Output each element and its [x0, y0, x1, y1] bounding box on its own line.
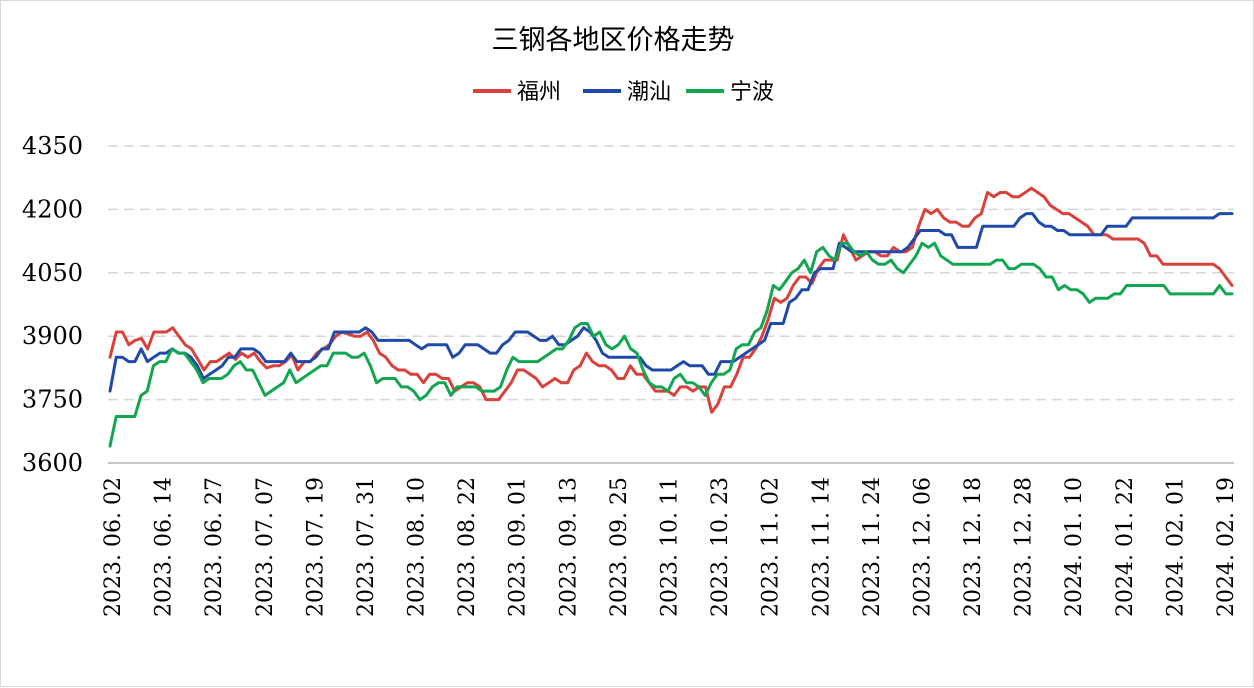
y-tick-label: 4050	[22, 259, 83, 287]
x-tick-label: 2023. 06. 02	[101, 477, 126, 617]
y-axis-ticks: 3600 3750 3900 4050 4200 4350	[22, 132, 83, 477]
chart-title: 三钢各地区价格走势	[492, 25, 735, 56]
x-tick-label: 2023. 12. 06	[910, 477, 935, 617]
x-tick-label: 2023. 11. 14	[809, 477, 834, 617]
y-tick-label: 3900	[22, 322, 83, 350]
x-tick-label: 2023. 09. 25	[607, 477, 632, 617]
y-tick-label: 4350	[22, 132, 83, 160]
series-line-0	[108, 186, 1234, 414]
x-tick-label: 2024. 01. 10	[1062, 477, 1087, 617]
x-tick-label: 2023. 12. 18	[961, 477, 986, 617]
x-tick-label: 2024. 02. 01	[1163, 477, 1188, 617]
gridlines	[108, 145, 1234, 401]
x-tick-label: 2023. 08. 22	[455, 477, 480, 617]
x-tick-label: 2023. 06. 27	[202, 477, 227, 617]
x-tick-label: 2023. 09. 13	[556, 477, 581, 617]
series-group	[108, 186, 1234, 448]
x-tick-label: 2023. 11. 24	[860, 477, 885, 617]
y-tick-label: 3750	[22, 386, 83, 414]
x-tick-label: 2023. 08. 10	[405, 477, 430, 617]
x-tick-label: 2023. 10. 11	[658, 477, 683, 617]
series-line-1	[108, 212, 1234, 393]
x-axis-ticks: 2023. 06. 02 2023. 06. 14 2023. 06. 27 2023…	[101, 477, 1239, 617]
x-tick-label: 2023. 07. 31	[354, 477, 379, 617]
x-tick-label: 2023. 09. 01	[506, 477, 531, 617]
x-tick-label: 2023. 12. 28	[1012, 477, 1037, 617]
legend-label-2: 宁波	[730, 80, 774, 105]
x-tick-label: 2023. 10. 23	[708, 477, 733, 617]
x-tick-label: 2023. 07. 07	[253, 477, 278, 617]
x-tick-label: 2023. 11. 02	[759, 477, 784, 617]
legend-label-1: 潮汕	[627, 80, 671, 105]
x-tick-label: 2024. 02. 19	[1214, 477, 1239, 617]
legend: 福州 潮汕 宁波	[473, 80, 774, 105]
y-tick-label: 3600	[22, 449, 83, 477]
legend-label-0: 福州	[517, 80, 561, 105]
series-line-2	[108, 241, 1234, 448]
x-tick-label: 2024. 01. 22	[1113, 477, 1138, 617]
y-tick-label: 4200	[22, 195, 83, 223]
x-tick-label: 2023. 06. 14	[152, 477, 177, 617]
x-tick-label: 2023. 07. 19	[303, 477, 328, 617]
